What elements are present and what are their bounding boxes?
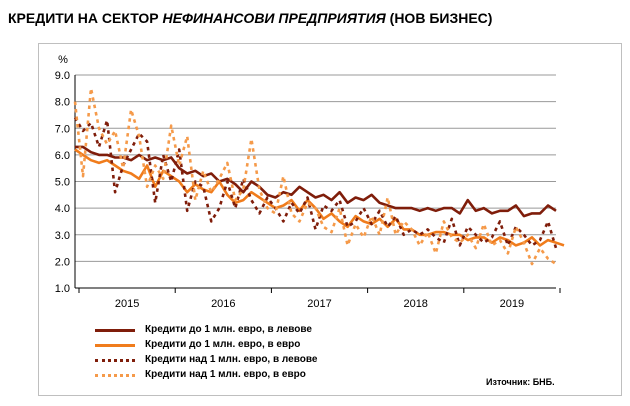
legend-swatch-series-2 xyxy=(95,344,135,347)
y-axis-label: % xyxy=(58,54,68,66)
chart-title-suffix: (НОВ БИЗНЕС) xyxy=(385,10,493,26)
x-tick-label: 2015 xyxy=(115,298,139,310)
legend-label: Кредити до 1 млн. евро, в евро xyxy=(145,339,301,350)
legend-label: Кредити над 1 млн. евро, в левове xyxy=(145,354,318,365)
series-line-1 xyxy=(75,145,557,218)
source-note: Източник: БНБ. xyxy=(486,377,555,387)
legend-swatch-series-3 xyxy=(95,359,135,362)
y-tick-label: 5.0 xyxy=(55,177,70,189)
series-line-4 xyxy=(73,87,557,266)
series-line-3 xyxy=(73,116,558,249)
y-tick-label: 2.0 xyxy=(55,256,70,268)
chart-title-prefix: КРЕДИТИ НА СЕКТОР xyxy=(8,10,163,26)
x-tick-label: 2017 xyxy=(307,298,331,310)
chart-frame xyxy=(38,43,622,396)
y-tick-label: 6.0 xyxy=(55,150,70,162)
y-tick-label: 9.0 xyxy=(55,70,70,82)
chart-title-italic: НЕФИНАНСОВИ ПРЕДПРИЯТИЯ xyxy=(162,10,386,26)
x-tick-label: 2018 xyxy=(403,298,427,310)
x-tick-label: 2019 xyxy=(500,298,524,310)
y-tick-label: 7.0 xyxy=(55,123,70,135)
legend-label: Кредити до 1 млн. евро, в левове xyxy=(145,324,312,335)
chart-title: КРЕДИТИ НА СЕКТОР НЕФИНАНСОВИ ПРЕДПРИЯТИ… xyxy=(8,10,492,26)
legend-swatch-series-1 xyxy=(95,329,135,332)
x-tick-label: 2016 xyxy=(211,298,235,310)
y-tick-label: 3.0 xyxy=(55,230,70,242)
series-line-2 xyxy=(74,148,565,247)
y-tick-label: 1.0 xyxy=(55,283,70,295)
legend-swatch-series-4 xyxy=(95,374,135,377)
legend-label: Кредити над 1 млн. евро, в евро xyxy=(145,369,306,380)
y-tick-label: 4.0 xyxy=(55,203,70,215)
y-tick-label: 8.0 xyxy=(55,97,70,109)
